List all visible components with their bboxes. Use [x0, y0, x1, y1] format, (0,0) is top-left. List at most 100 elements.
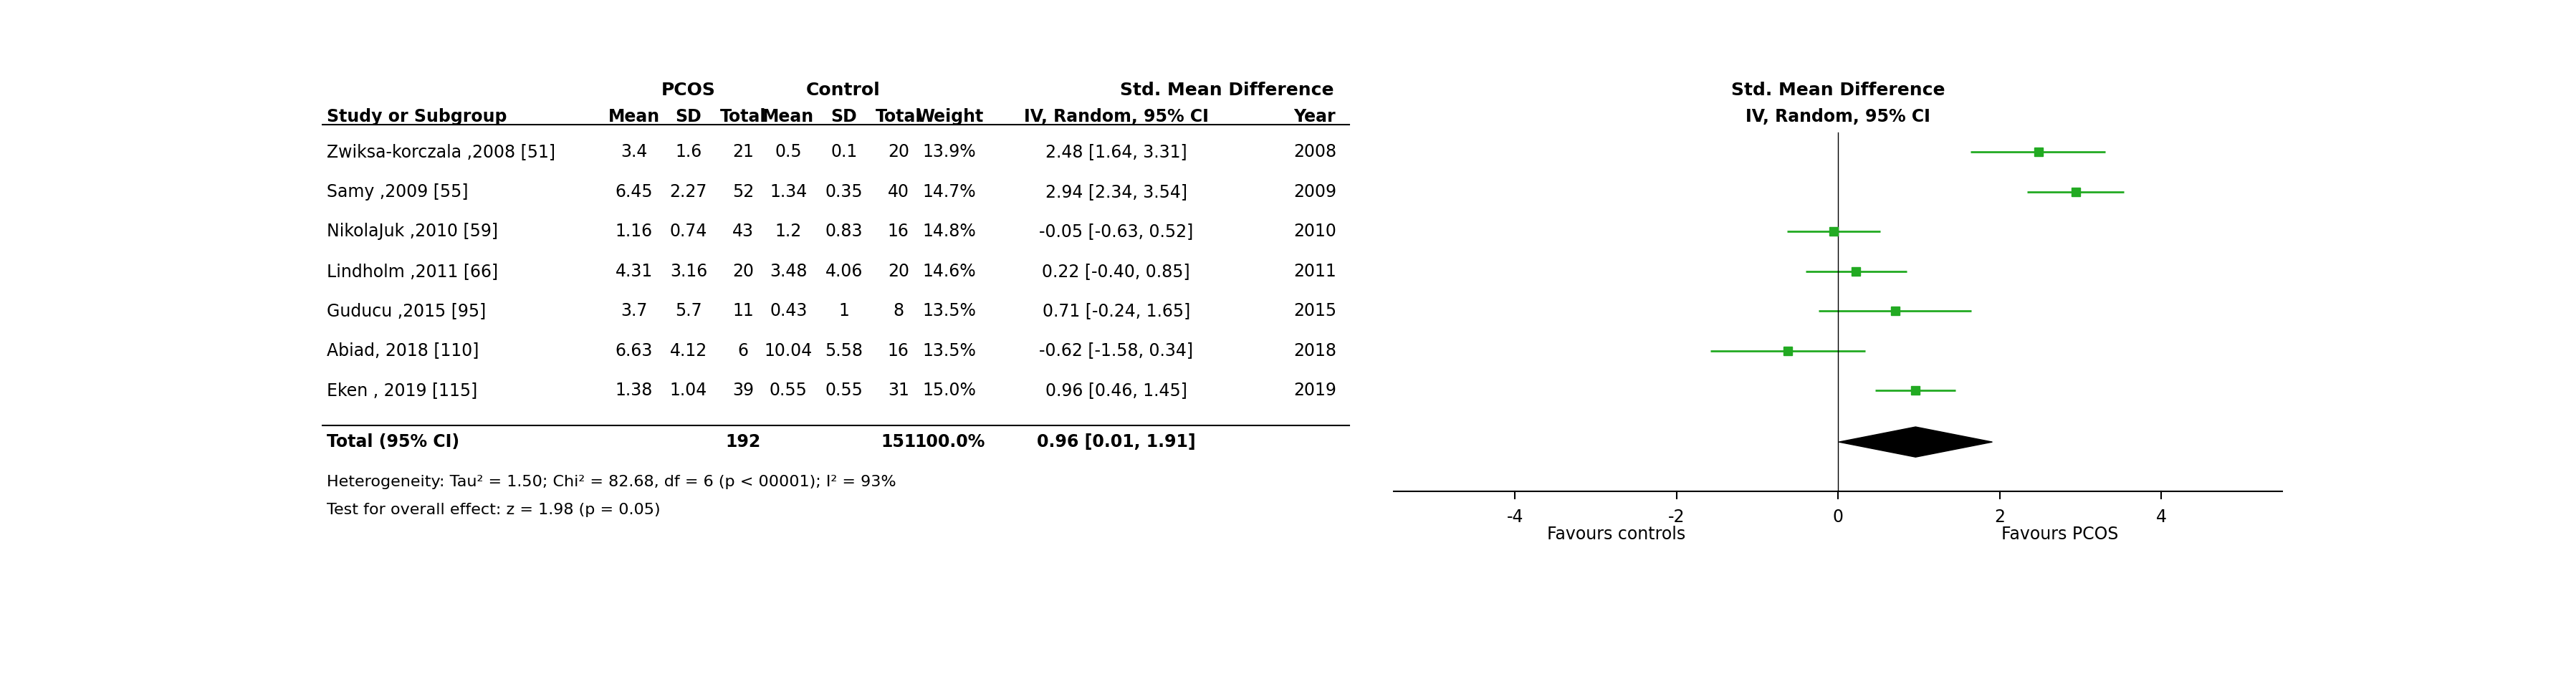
- Text: 1.34: 1.34: [770, 183, 806, 200]
- Text: 1.04: 1.04: [670, 382, 708, 399]
- Text: Heterogeneity: Tau² = 1.50; Chi² = 82.68, df = 6 (p < 00001); I² = 93%: Heterogeneity: Tau² = 1.50; Chi² = 82.68…: [327, 475, 896, 489]
- Text: 11: 11: [732, 302, 755, 319]
- Text: Total: Total: [876, 108, 922, 125]
- Text: Total: Total: [719, 108, 765, 125]
- Text: 3.7: 3.7: [621, 302, 647, 319]
- Text: 16: 16: [889, 342, 909, 359]
- Text: 6: 6: [737, 342, 747, 359]
- Text: Zwiksa-korczala ,2008 [51]: Zwiksa-korczala ,2008 [51]: [327, 144, 554, 161]
- Text: 0.35: 0.35: [824, 183, 863, 200]
- Text: 3.4: 3.4: [621, 144, 647, 161]
- Text: 5.58: 5.58: [824, 342, 863, 359]
- Text: Std. Mean Difference: Std. Mean Difference: [1731, 82, 1945, 99]
- Text: 3.16: 3.16: [670, 263, 708, 280]
- Text: 4: 4: [2156, 508, 2166, 525]
- Text: 0.96 [0.01, 1.91]: 0.96 [0.01, 1.91]: [1036, 434, 1195, 451]
- Text: IV, Random, 95% CI: IV, Random, 95% CI: [1023, 108, 1208, 125]
- Text: 1: 1: [840, 302, 850, 319]
- Text: 6.63: 6.63: [616, 342, 652, 359]
- Text: 151: 151: [881, 434, 917, 451]
- Text: Samy ,2009 [55]: Samy ,2009 [55]: [327, 183, 469, 200]
- Text: 20: 20: [732, 263, 755, 280]
- Text: 10.04: 10.04: [765, 342, 811, 359]
- Text: 2008: 2008: [1293, 144, 1337, 161]
- Text: 13.5%: 13.5%: [922, 342, 976, 359]
- Text: SD: SD: [832, 108, 858, 125]
- Text: SD: SD: [675, 108, 701, 125]
- Text: Favours PCOS: Favours PCOS: [2002, 526, 2117, 543]
- Text: 0.71 [-0.24, 1.65]: 0.71 [-0.24, 1.65]: [1043, 302, 1190, 319]
- Text: 4.12: 4.12: [670, 342, 708, 359]
- Text: 2009: 2009: [1293, 183, 1337, 200]
- Text: Abiad, 2018 [110]: Abiad, 2018 [110]: [327, 342, 479, 359]
- Text: 0.55: 0.55: [824, 382, 863, 399]
- Text: Guducu ,2015 [95]: Guducu ,2015 [95]: [327, 302, 487, 319]
- Text: 5.7: 5.7: [675, 302, 703, 319]
- Text: 2010: 2010: [1293, 223, 1337, 240]
- Text: 15.0%: 15.0%: [922, 382, 976, 399]
- Text: 6.45: 6.45: [616, 183, 652, 200]
- Text: 2018: 2018: [1293, 342, 1337, 359]
- Text: 39: 39: [732, 382, 755, 399]
- Text: 2: 2: [1994, 508, 2004, 525]
- Text: Eken , 2019 [115]: Eken , 2019 [115]: [327, 382, 477, 399]
- Text: 52: 52: [732, 183, 755, 200]
- Text: Lindholm ,2011 [66]: Lindholm ,2011 [66]: [327, 263, 497, 280]
- Text: 0: 0: [1832, 508, 1844, 525]
- Text: Std. Mean Difference: Std. Mean Difference: [1121, 82, 1334, 99]
- Text: -0.62 [-1.58, 0.34]: -0.62 [-1.58, 0.34]: [1038, 342, 1193, 359]
- Text: 13.5%: 13.5%: [922, 302, 976, 319]
- Text: Test for overall effect: z = 1.98 (p = 0.05): Test for overall effect: z = 1.98 (p = 0…: [327, 503, 659, 518]
- Text: -4: -4: [1507, 508, 1522, 525]
- Text: NikolaJuk ,2010 [59]: NikolaJuk ,2010 [59]: [327, 223, 497, 240]
- Polygon shape: [1839, 427, 1991, 457]
- Text: Total (95% CI): Total (95% CI): [327, 434, 459, 451]
- Text: 0.83: 0.83: [824, 223, 863, 240]
- Text: 0.43: 0.43: [770, 302, 806, 319]
- Text: 8: 8: [894, 302, 904, 319]
- Text: 0.5: 0.5: [775, 144, 801, 161]
- Text: -2: -2: [1669, 508, 1685, 525]
- Text: 0.96 [0.46, 1.45]: 0.96 [0.46, 1.45]: [1046, 382, 1188, 399]
- Text: PCOS: PCOS: [662, 82, 716, 99]
- Text: 13.9%: 13.9%: [922, 144, 976, 161]
- Text: 14.6%: 14.6%: [922, 263, 976, 280]
- Text: Weight: Weight: [914, 108, 984, 125]
- Text: 43: 43: [732, 223, 755, 240]
- Text: 2015: 2015: [1293, 302, 1337, 319]
- Text: 31: 31: [889, 382, 909, 399]
- Text: 0.22 [-0.40, 0.85]: 0.22 [-0.40, 0.85]: [1043, 263, 1190, 280]
- Text: Mean: Mean: [608, 108, 659, 125]
- Text: 1.38: 1.38: [616, 382, 652, 399]
- Text: 40: 40: [889, 183, 909, 200]
- Text: 2.48 [1.64, 3.31]: 2.48 [1.64, 3.31]: [1046, 144, 1188, 161]
- Text: 0.74: 0.74: [670, 223, 708, 240]
- Text: Study or Subgroup: Study or Subgroup: [327, 108, 507, 125]
- Text: 4.06: 4.06: [824, 263, 863, 280]
- Text: 3.48: 3.48: [770, 263, 806, 280]
- Text: 14.7%: 14.7%: [922, 183, 976, 200]
- Text: -0.05 [-0.63, 0.52]: -0.05 [-0.63, 0.52]: [1038, 223, 1193, 240]
- Text: 14.8%: 14.8%: [922, 223, 976, 240]
- Text: 21: 21: [732, 144, 755, 161]
- Text: 20: 20: [889, 144, 909, 161]
- Text: 4.31: 4.31: [616, 263, 652, 280]
- Text: 2011: 2011: [1293, 263, 1337, 280]
- Text: Favours controls: Favours controls: [1546, 526, 1685, 543]
- Text: Year: Year: [1293, 108, 1337, 125]
- Text: IV, Random, 95% CI: IV, Random, 95% CI: [1747, 108, 1929, 125]
- Text: 0.55: 0.55: [770, 382, 806, 399]
- Text: 1.2: 1.2: [775, 223, 801, 240]
- Text: Mean: Mean: [762, 108, 814, 125]
- Text: Control: Control: [806, 82, 881, 99]
- Text: 2019: 2019: [1293, 382, 1337, 399]
- Text: 0.1: 0.1: [829, 144, 858, 161]
- Text: 1.16: 1.16: [616, 223, 652, 240]
- Text: 16: 16: [889, 223, 909, 240]
- Text: 2.27: 2.27: [670, 183, 708, 200]
- Text: 1.6: 1.6: [675, 144, 701, 161]
- Text: 2.94 [2.34, 3.54]: 2.94 [2.34, 3.54]: [1046, 183, 1188, 200]
- Text: 100.0%: 100.0%: [914, 434, 984, 451]
- Text: 20: 20: [889, 263, 909, 280]
- Text: 192: 192: [726, 434, 760, 451]
